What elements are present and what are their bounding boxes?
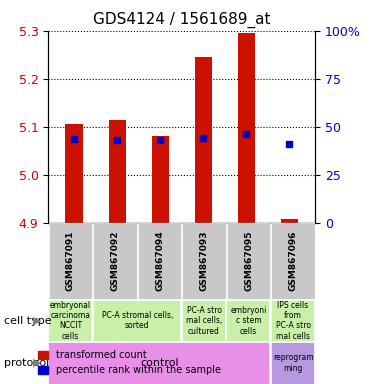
FancyBboxPatch shape [271,300,314,341]
Text: cell type: cell type [4,316,51,326]
Legend: transformed count, percentile rank within the sample: transformed count, percentile rank withi… [35,346,225,379]
Text: GSM867092: GSM867092 [111,231,119,291]
Bar [109,119,126,223]
Text: GSM867094: GSM867094 [155,231,164,291]
FancyBboxPatch shape [182,300,225,341]
Text: ▶: ▶ [33,358,42,368]
FancyBboxPatch shape [227,223,270,299]
Text: control: control [140,358,179,368]
FancyBboxPatch shape [49,223,92,299]
FancyBboxPatch shape [48,300,91,341]
Title: GDS4124 / 1561689_at: GDS4124 / 1561689_at [93,12,270,28]
Text: GSM867096: GSM867096 [289,231,298,291]
Text: protocol: protocol [4,358,49,368]
Text: GSM867095: GSM867095 [244,231,253,291]
Text: IPS cells
from
PC-A stro
mal cells: IPS cells from PC-A stro mal cells [276,301,311,341]
Bar [195,57,212,223]
FancyBboxPatch shape [93,223,137,299]
FancyBboxPatch shape [226,300,269,341]
Text: GSM867091: GSM867091 [66,231,75,291]
Text: embryonal
carcinoma
NCCIT
cells: embryonal carcinoma NCCIT cells [50,301,91,341]
FancyBboxPatch shape [93,300,180,341]
Text: PC-A stro
mal cells,
cultured: PC-A stro mal cells, cultured [186,306,222,336]
FancyBboxPatch shape [271,342,314,384]
Text: ▶: ▶ [33,316,42,326]
FancyBboxPatch shape [138,223,181,299]
FancyBboxPatch shape [48,342,269,384]
FancyBboxPatch shape [271,223,315,299]
FancyBboxPatch shape [182,223,226,299]
Text: GSM867093: GSM867093 [200,231,209,291]
Text: reprogram
ming: reprogram ming [273,353,313,372]
Bar [65,124,83,223]
Bar [281,219,298,223]
Bar [238,33,255,223]
Text: PC-A stromal cells,
sorted: PC-A stromal cells, sorted [102,311,173,330]
Text: embryoni
c stem
cells: embryoni c stem cells [230,306,267,336]
Bar [152,136,169,223]
